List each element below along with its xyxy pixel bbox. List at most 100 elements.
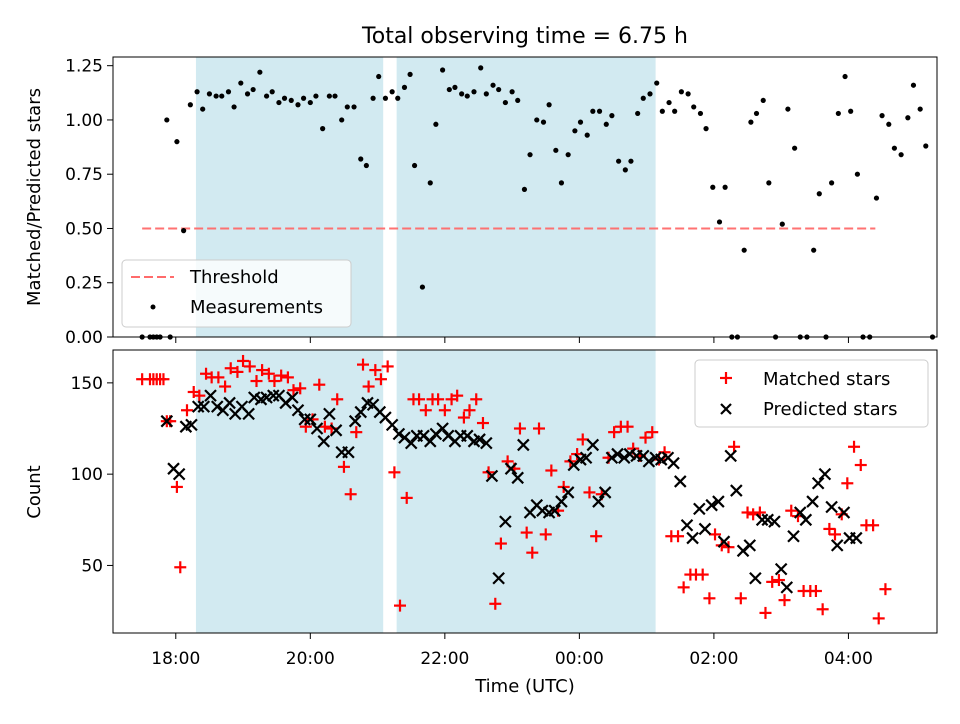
measurement-point <box>490 82 496 88</box>
predicted-star-point <box>392 427 406 441</box>
matched-star-point <box>451 389 464 402</box>
measurement-point <box>716 219 723 225</box>
predicted-star-point <box>185 418 198 432</box>
measurement-point <box>766 180 772 186</box>
predicted-star-point <box>850 531 863 545</box>
matched-star-point <box>432 393 445 406</box>
measurement-point <box>703 126 709 132</box>
predicted-star-point <box>329 424 343 437</box>
x-tick-label: 02:00 <box>689 649 738 669</box>
matched-star-point <box>344 488 357 501</box>
predicted-star-point <box>286 391 299 404</box>
measurement-point <box>710 184 716 190</box>
predicted-star-point <box>555 495 568 508</box>
matched-star-point <box>231 365 244 378</box>
legend-predicted-swatch <box>720 403 732 415</box>
predicted-star-point <box>774 562 788 576</box>
measurement-point <box>854 171 861 177</box>
predicted-star-point <box>404 436 418 450</box>
matched-star-point <box>275 369 288 382</box>
x-tick-label: 00:00 <box>555 649 604 669</box>
measurement-point <box>905 115 911 121</box>
matched-star-point <box>388 466 401 479</box>
bottom-y-tick-label: 50 <box>81 556 103 576</box>
matched-star-point <box>268 375 281 388</box>
predicted-star-point <box>197 400 211 413</box>
measurement-point <box>313 93 319 99</box>
matched-star-point <box>785 504 798 517</box>
predicted-star-point <box>242 407 255 421</box>
measurement-points <box>139 65 936 340</box>
predicted-star-point <box>504 462 518 475</box>
measurement-point <box>238 80 244 86</box>
predicted-stars-points <box>160 389 863 594</box>
measurement-point <box>848 108 854 114</box>
measurement-point <box>829 180 835 186</box>
measurement-point <box>502 99 508 106</box>
measurement-point <box>395 95 401 101</box>
measurement-point <box>206 91 213 97</box>
matched-star-point <box>294 382 307 395</box>
measurement-point <box>452 84 458 90</box>
measurement-point <box>427 180 433 186</box>
predicted-star-point <box>160 414 174 428</box>
matched-star-point <box>369 364 382 377</box>
measurement-point <box>886 121 892 127</box>
matched-star-point <box>848 440 861 453</box>
matched-star-point <box>696 568 709 581</box>
top-panel: 0.00 0.25 0.50 0.75 1.00 1.25 Matched/Predict… <box>24 56 938 348</box>
measurement-point <box>326 93 332 99</box>
measurement-point <box>565 152 571 158</box>
bottom-legend: Matched stars Predicted stars <box>694 359 929 428</box>
matched-star-point <box>545 464 558 477</box>
matched-star-point <box>828 528 841 541</box>
measurement-point <box>741 247 747 253</box>
measurement-point <box>553 147 559 153</box>
measurement-point <box>250 86 256 93</box>
predicted-star-point <box>323 407 336 421</box>
measurement-point <box>194 89 200 95</box>
matched-star-point <box>350 426 363 439</box>
predicted-star-point <box>830 539 844 552</box>
predicted-star-point <box>436 422 449 435</box>
predicted-star-point <box>499 515 512 528</box>
matched-star-point <box>867 519 880 532</box>
matched-star-point <box>438 404 451 417</box>
figure-title: Total observing time = 6.75 h <box>361 24 688 49</box>
matched-star-point <box>513 422 526 435</box>
top-plot-frame <box>112 56 938 338</box>
matched-star-point <box>180 404 193 417</box>
matched-star-point <box>639 431 652 444</box>
measurement-point <box>779 221 785 227</box>
predicted-star-point <box>605 451 619 465</box>
matched-star-point <box>646 426 659 439</box>
measurement-point <box>760 97 766 104</box>
matched-star-point <box>759 606 772 619</box>
measurement-point <box>666 99 672 106</box>
matched-star-point <box>494 537 507 550</box>
measurement-point <box>307 99 313 106</box>
measurement-point <box>816 191 822 197</box>
predicted-star-point <box>492 571 505 585</box>
predicted-star-point <box>561 486 575 499</box>
matched-star-point <box>703 592 716 605</box>
matched-star-point <box>219 380 232 393</box>
measurement-point <box>647 91 653 97</box>
predicted-star-point <box>267 389 280 402</box>
measurement-point <box>288 97 294 104</box>
matched-star-point <box>879 583 892 596</box>
bottom-plot-frame <box>112 349 938 634</box>
matched-star-point <box>533 422 546 435</box>
bottom-shaded-spans <box>195 350 656 633</box>
x-tick-label: 18:00 <box>151 649 200 669</box>
measurement-point <box>672 108 678 114</box>
measurement-point <box>219 93 225 99</box>
matched-star-point <box>174 561 187 574</box>
predicted-star-point <box>693 502 706 516</box>
predicted-star-point <box>517 438 530 452</box>
measurement-point <box>363 162 369 169</box>
measurement-point <box>281 95 288 101</box>
measurement-point <box>678 89 684 95</box>
measurement-point <box>344 104 350 110</box>
measurement-point <box>276 99 282 106</box>
